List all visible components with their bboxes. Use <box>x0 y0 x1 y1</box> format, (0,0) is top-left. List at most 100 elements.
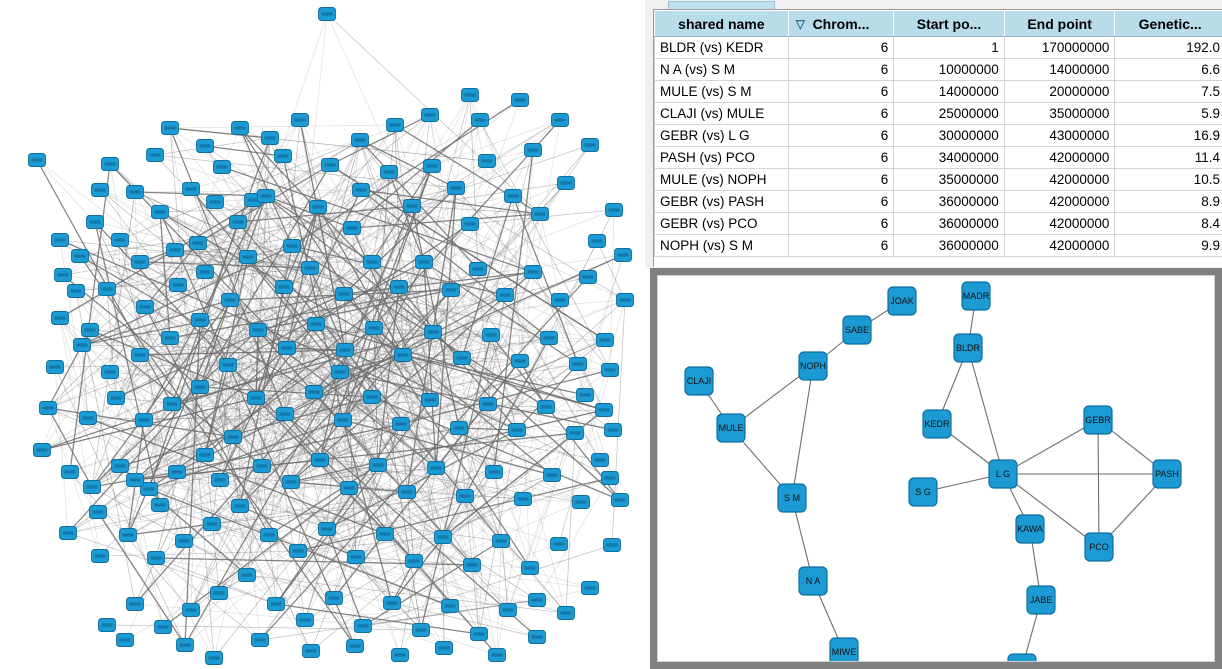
network-node[interactable] <box>543 468 561 482</box>
cell-start_point[interactable]: 36000000 <box>893 190 1005 213</box>
network-node[interactable] <box>296 613 314 627</box>
network-node[interactable] <box>616 293 634 307</box>
network-node-KEDR[interactable]: KEDR <box>922 409 952 439</box>
network-node[interactable] <box>511 93 529 107</box>
network-node[interactable] <box>146 148 164 162</box>
network-node[interactable] <box>514 492 532 506</box>
network-node[interactable] <box>595 403 613 417</box>
cell-chromosome[interactable]: 6 <box>787 58 895 81</box>
network-node[interactable] <box>191 380 209 394</box>
table-row[interactable]: NOPH (vs) S M 6 36000000 42000000 9.9 <box>654 234 1222 257</box>
network-node[interactable] <box>398 485 416 499</box>
network-node-SG[interactable]: S G <box>908 477 938 507</box>
node-shape[interactable] <box>1007 653 1037 661</box>
cell-genetic[interactable]: 5.9 <box>1114 102 1222 125</box>
network-node[interactable] <box>524 143 542 157</box>
network-node[interactable] <box>59 526 77 540</box>
cell-chromosome[interactable]: 6 <box>787 36 895 59</box>
column-header-shared-name[interactable]: shared name <box>654 10 789 37</box>
network-node[interactable] <box>289 544 307 558</box>
network-node[interactable] <box>205 651 223 665</box>
node-shape[interactable] <box>1083 405 1113 435</box>
network-node[interactable] <box>572 495 590 509</box>
network-node[interactable] <box>98 282 116 296</box>
network-node[interactable] <box>403 199 421 213</box>
network-node[interactable] <box>383 596 401 610</box>
network-node[interactable] <box>231 499 249 513</box>
network-node[interactable] <box>253 459 271 473</box>
network-node[interactable] <box>126 597 144 611</box>
network-node[interactable] <box>540 331 558 345</box>
cell-chromosome[interactable]: 6 <box>787 168 895 191</box>
cell-chromosome[interactable]: 6 <box>787 124 895 147</box>
network-node[interactable] <box>581 138 599 152</box>
network-node[interactable] <box>442 283 460 297</box>
cell-chromosome[interactable]: 6 <box>787 146 895 169</box>
network-node[interactable] <box>376 527 394 541</box>
network-node[interactable] <box>81 323 99 337</box>
network-node[interactable] <box>275 280 293 294</box>
network-node-NA[interactable]: N A <box>798 566 828 596</box>
table-row[interactable]: MULE (vs) NOPH 6 35000000 42000000 10.5 <box>654 168 1222 191</box>
cell-end_point[interactable]: 42000000 <box>1003 212 1116 235</box>
network-node[interactable] <box>412 623 430 637</box>
network-node[interactable] <box>191 313 209 327</box>
table-row[interactable]: GEBR (vs) L G 6 30000000 43000000 16.9 <box>654 124 1222 147</box>
network-node[interactable] <box>151 205 169 219</box>
network-node[interactable] <box>614 248 632 262</box>
network-node[interactable] <box>596 333 614 347</box>
table-row[interactable]: CLAJI (vs) MULE 6 25000000 35000000 5.9 <box>654 102 1222 125</box>
network-node[interactable] <box>421 393 439 407</box>
network-node[interactable] <box>340 481 358 495</box>
cell-genetic[interactable]: 8.9 <box>1114 190 1222 213</box>
large-network-canvas[interactable] <box>0 0 645 669</box>
network-node[interactable] <box>581 581 599 595</box>
network-node[interactable] <box>247 391 265 405</box>
network-node-LG[interactable]: L G <box>988 459 1018 489</box>
network-node[interactable] <box>318 7 336 21</box>
cell-start_point[interactable]: 25000000 <box>893 102 1005 125</box>
cell-shared_name[interactable]: CLAJI (vs) MULE <box>654 102 789 125</box>
network-node[interactable] <box>423 159 441 173</box>
node-shape[interactable] <box>908 477 938 507</box>
network-node[interactable] <box>189 236 207 250</box>
node-shape[interactable] <box>684 366 714 396</box>
network-node[interactable] <box>427 461 445 475</box>
network-node[interactable] <box>492 534 510 548</box>
cell-start_point[interactable]: 34000000 <box>893 146 1005 169</box>
network-node[interactable] <box>119 528 137 542</box>
network-node[interactable] <box>131 348 149 362</box>
network-node[interactable] <box>79 411 97 425</box>
network-node-JABE[interactable]: JABE <box>1026 585 1056 615</box>
cell-start_point[interactable]: 35000000 <box>893 168 1005 191</box>
network-node[interactable] <box>528 593 546 607</box>
network-node[interactable] <box>51 233 69 247</box>
network-node[interactable] <box>219 358 237 372</box>
network-node[interactable] <box>482 328 500 342</box>
cell-end_point[interactable]: 42000000 <box>1003 234 1116 257</box>
network-node[interactable] <box>229 215 247 229</box>
network-node[interactable] <box>302 644 320 658</box>
network-node[interactable] <box>135 413 153 427</box>
column-header-chromosome[interactable]: ▽ Chrom... <box>787 10 895 37</box>
large-network-view[interactable] <box>0 0 645 669</box>
network-node[interactable] <box>211 473 229 487</box>
network-node[interactable] <box>588 234 606 248</box>
network-node[interactable] <box>210 586 228 600</box>
network-node-SM[interactable]: S M <box>777 483 807 513</box>
network-node[interactable] <box>107 391 125 405</box>
network-node[interactable] <box>469 262 487 276</box>
network-node[interactable] <box>213 160 231 174</box>
table-row[interactable]: N A (vs) S M 6 10000000 14000000 6.6 <box>654 58 1222 81</box>
network-node[interactable] <box>91 549 109 563</box>
edge-LG-PCO[interactable] <box>1002 473 1100 548</box>
network-node[interactable] <box>307 317 325 331</box>
network-node[interactable] <box>239 250 257 264</box>
cell-start_point[interactable]: 10000000 <box>893 58 1005 81</box>
network-node[interactable] <box>196 139 214 153</box>
node-shape[interactable] <box>1084 532 1114 562</box>
network-node[interactable] <box>601 471 619 485</box>
cell-end_point[interactable]: 170000000 <box>1003 36 1116 59</box>
network-node[interactable] <box>463 558 481 572</box>
cell-shared_name[interactable]: PASH (vs) PCO <box>654 146 789 169</box>
